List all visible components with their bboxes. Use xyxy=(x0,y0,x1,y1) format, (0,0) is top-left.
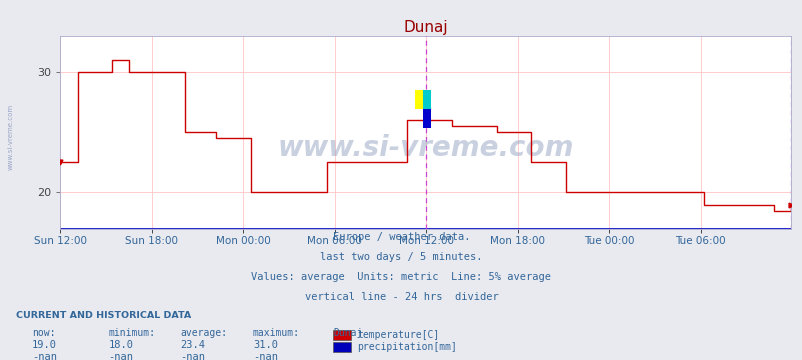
Text: minimum:: minimum: xyxy=(108,328,156,338)
Text: -nan: -nan xyxy=(253,352,277,360)
Text: precipitation[mm]: precipitation[mm] xyxy=(357,342,456,352)
Text: vertical line - 24 hrs  divider: vertical line - 24 hrs divider xyxy=(304,292,498,302)
Text: www.si-vreme.com: www.si-vreme.com xyxy=(7,104,14,170)
Text: Dunaj: Dunaj xyxy=(333,328,363,338)
Text: temperature[C]: temperature[C] xyxy=(357,330,439,340)
Title: Dunaj: Dunaj xyxy=(403,20,448,35)
Bar xyxy=(422,109,430,129)
Text: last two days / 5 minutes.: last two days / 5 minutes. xyxy=(320,252,482,262)
Text: CURRENT AND HISTORICAL DATA: CURRENT AND HISTORICAL DATA xyxy=(16,311,191,320)
Text: now:: now: xyxy=(32,328,55,338)
Text: Europe / weather data.: Europe / weather data. xyxy=(332,232,470,242)
Text: 31.0: 31.0 xyxy=(253,340,277,350)
Text: -nan: -nan xyxy=(32,352,57,360)
Bar xyxy=(422,90,430,109)
Text: 18.0: 18.0 xyxy=(108,340,133,350)
Text: maximum:: maximum: xyxy=(253,328,300,338)
Text: 19.0: 19.0 xyxy=(32,340,57,350)
Bar xyxy=(414,90,422,109)
Text: -nan: -nan xyxy=(108,352,133,360)
Text: www.si-vreme.com: www.si-vreme.com xyxy=(277,134,573,162)
Text: average:: average: xyxy=(180,328,228,338)
Text: 23.4: 23.4 xyxy=(180,340,205,350)
Text: -nan: -nan xyxy=(180,352,205,360)
Text: Values: average  Units: metric  Line: 5% average: Values: average Units: metric Line: 5% a… xyxy=(251,272,551,282)
